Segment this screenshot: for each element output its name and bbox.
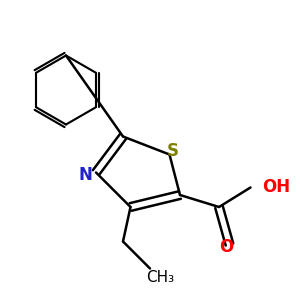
Text: CH₃: CH₃ xyxy=(146,270,175,285)
Text: N: N xyxy=(79,167,92,184)
Text: O: O xyxy=(219,238,234,256)
Text: OH: OH xyxy=(262,178,291,196)
Text: S: S xyxy=(167,142,178,160)
